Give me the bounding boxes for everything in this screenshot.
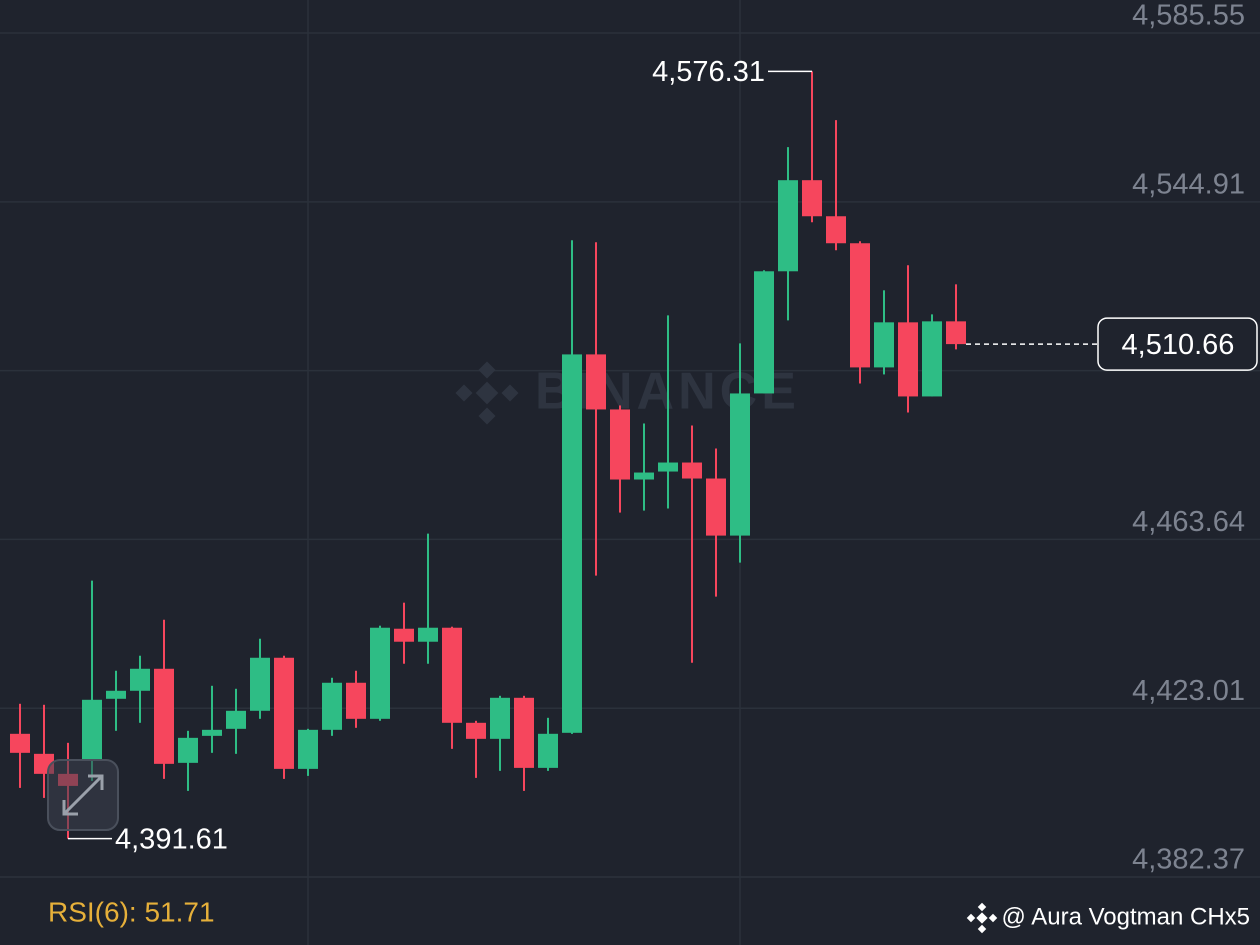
candle-body [898, 322, 918, 397]
candle-body [514, 697, 534, 768]
candles [10, 71, 966, 839]
y-tick-label: 4,382.37 [1132, 844, 1245, 876]
candle-body [298, 729, 318, 769]
candle-body [706, 478, 726, 536]
candle-body [826, 216, 846, 244]
grid: 4,585.554,544.914,504.284,463.644,423.01… [0, 0, 1260, 878]
y-tick-label: 4,544.91 [1132, 168, 1245, 200]
candle-body [850, 243, 870, 368]
candle-body [682, 462, 702, 479]
candle-body [154, 668, 174, 764]
candle-body [178, 737, 198, 763]
candle-body [274, 657, 294, 769]
candle-body [10, 733, 30, 753]
candle-body [778, 180, 798, 272]
expand-icon [47, 759, 119, 831]
candle-body [250, 657, 270, 711]
candle-body [394, 628, 414, 642]
candle-body [658, 462, 678, 472]
candle-body [466, 722, 486, 739]
y-tick-label: 4,585.55 [1132, 0, 1245, 32]
high-label: 4,576.31 [652, 56, 765, 88]
y-tick-label: 4,463.64 [1132, 506, 1245, 538]
candle-body [322, 682, 342, 730]
candle-body [106, 690, 126, 699]
low-label: 4,391.61 [115, 823, 228, 855]
candle-body [730, 393, 750, 536]
candle-body [922, 321, 942, 397]
credit: @ Aura Vogtman CHx5 [1002, 903, 1250, 930]
candle-body [346, 682, 366, 719]
candle-body [874, 322, 894, 368]
candle-body [562, 354, 582, 733]
last-price-box [1097, 317, 1258, 371]
candle-body [490, 697, 510, 739]
candle-body [226, 710, 246, 729]
candle-body [610, 409, 630, 480]
annotations: 4,576.31 4,391.61 4,510.66 [68, 56, 1258, 855]
y-tick-label: 4,423.01 [1132, 675, 1245, 707]
rsi-label: RSI(6): 51.71 [48, 896, 215, 927]
candle-body [754, 271, 774, 394]
candle-body [130, 668, 150, 691]
candle-body [538, 733, 558, 768]
candle-body [442, 627, 462, 723]
candle-body [82, 699, 102, 761]
candle-body [802, 180, 822, 217]
candle-body [418, 627, 438, 642]
last-price-label: 4,510.66 [1122, 329, 1235, 361]
candle-body [946, 321, 966, 345]
candle-body [586, 354, 606, 410]
candle-body [634, 472, 654, 480]
candle-body [370, 627, 390, 719]
candle-body [202, 729, 222, 736]
